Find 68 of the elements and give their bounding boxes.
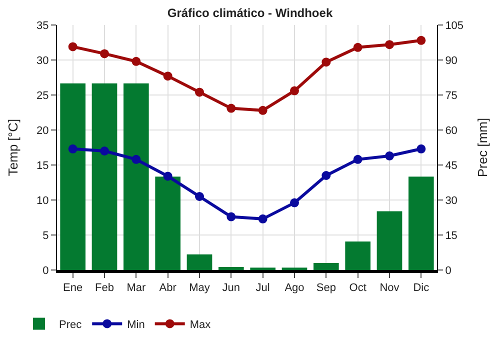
bar [376,211,402,270]
point [163,172,172,181]
point [353,154,362,164]
point [322,171,331,180]
x-tick-label: Nov [380,282,400,294]
point [258,106,268,115]
x-tick-label: Feb [95,282,114,294]
point [195,88,204,97]
y-tick-label: 0 [42,264,49,277]
x-tick-label: Jul [256,282,270,294]
x-tick-label: Dic [413,282,430,294]
y2-tick-label: 60 [445,124,458,137]
x-tick-label: May [189,282,210,294]
y2-tick-label: 0 [445,264,452,277]
x-tick-label: Mar [126,282,146,294]
y-tick-label: 25 [36,90,49,102]
bar [92,83,118,270]
point [416,36,426,45]
y2-axis-title: Prec [mm] [475,118,490,178]
y-axis-title: Temp [°C] [6,118,20,176]
bar [408,176,434,270]
bar [155,176,180,270]
x-tick-label: Abr [159,282,177,294]
bar [186,254,212,270]
y2-tick-label: 45 [445,160,458,172]
x-tick-label: Sep [316,282,336,294]
point [132,154,141,164]
y-tick-label: 10 [36,194,49,207]
y2-tick-label: 75 [445,90,458,102]
y-tick-label: 15 [36,160,49,172]
bar [314,263,339,270]
point [226,212,236,222]
y2-tick-label: 15 [445,230,458,242]
legend-label: Min [127,318,145,331]
point [416,144,426,154]
x-tick-label: Jun [222,282,240,294]
chart-title: Gráfico climático - Windhoek [167,6,333,20]
point [68,144,78,154]
x-tick-label: Ene [63,282,83,294]
y-tick-label: 5 [42,230,49,242]
point [290,86,299,96]
y2-tick-label: 30 [445,194,458,207]
legend-label: Max [190,318,212,331]
bar [60,83,86,270]
point [353,42,362,52]
point [68,42,78,52]
point [195,192,204,201]
point [132,56,141,66]
bar [218,266,244,270]
point [226,104,236,113]
point [100,146,109,156]
legend-label: Prec [59,318,82,331]
point [385,40,394,50]
y-tick-label: 20 [36,124,49,137]
point [100,49,109,58]
x-tick-label: Ago [284,282,304,294]
y-tick-label: 35 [36,20,49,32]
point [163,72,172,81]
bar [124,83,149,270]
y2-tick-label: 105 [445,20,464,32]
point [322,58,331,67]
bar [345,242,370,270]
y-tick-label: 30 [36,54,49,67]
y2-tick-label: 90 [445,54,458,67]
x-tick-label: Oct [349,282,366,294]
point [258,214,268,224]
point [290,198,299,208]
point [385,151,394,160]
